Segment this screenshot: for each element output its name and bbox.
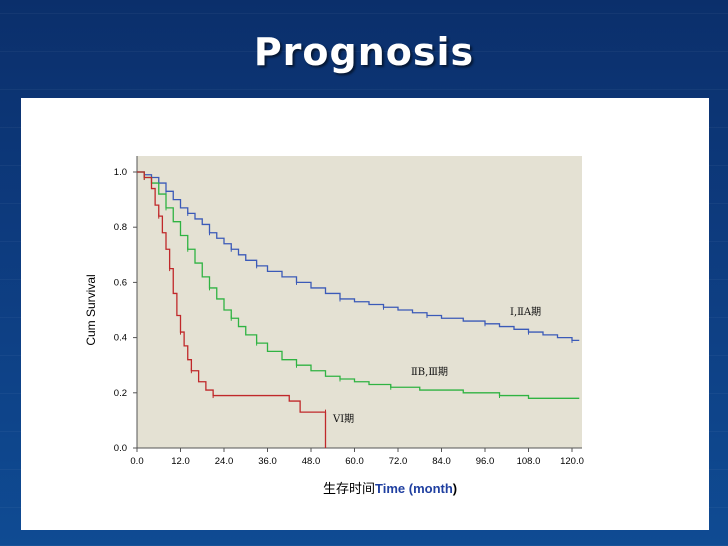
survival-chart: 0.0 0.2 0.4 0.6 0.8 1.0 0.0 12.0 24.0 36.0 48.0 60.…: [84, 156, 584, 467]
y-tick-label: 0.6: [114, 277, 127, 288]
y-tick-label: 0.4: [114, 333, 127, 344]
y-tick-label: 0.0: [114, 443, 127, 454]
survival-curve-1: [137, 171, 580, 342]
x-tick-label: 60.0: [345, 456, 364, 467]
slide-title: Prognosis: [253, 30, 475, 74]
chart-panel: 0.0 0.2 0.4 0.6 0.8 1.0 0.0 12.0 24.0 36.0 48.0 60.…: [21, 98, 709, 530]
x-tick-label: 36.0: [258, 456, 277, 467]
x-tick-label: 24.0: [215, 456, 234, 467]
x-tick-label: 48.0: [302, 456, 321, 467]
x-tick-label: 96.0: [476, 456, 495, 467]
x-axis-label-en: Time (month: [375, 481, 453, 496]
curve-label-3: VI期: [332, 413, 354, 425]
x-axis-label-close: ): [452, 481, 458, 496]
x-axis-label-cn: 生存时间: [323, 482, 376, 497]
y-tick-label: 0.2: [114, 388, 127, 399]
curve-label-2: ⅡB,Ⅲ期: [411, 366, 448, 378]
y-axis-label: Cum Survival: [84, 274, 98, 345]
x-tick-label: 12.0: [171, 456, 190, 467]
x-tick-label: 0.0: [130, 456, 143, 467]
y-tick-label: 0.8: [114, 222, 127, 233]
x-tick-label: 72.0: [389, 456, 408, 467]
y-tick-label: 1.0: [114, 167, 127, 178]
x-axis-label: 生存时间Time (month): [323, 478, 457, 497]
x-tick-label: 120.0: [560, 456, 584, 467]
x-tick-label: 84.0: [432, 456, 451, 467]
x-tick-label: 108.0: [517, 456, 541, 467]
curve-label-1: Ⅰ,ⅡA期: [510, 306, 541, 318]
